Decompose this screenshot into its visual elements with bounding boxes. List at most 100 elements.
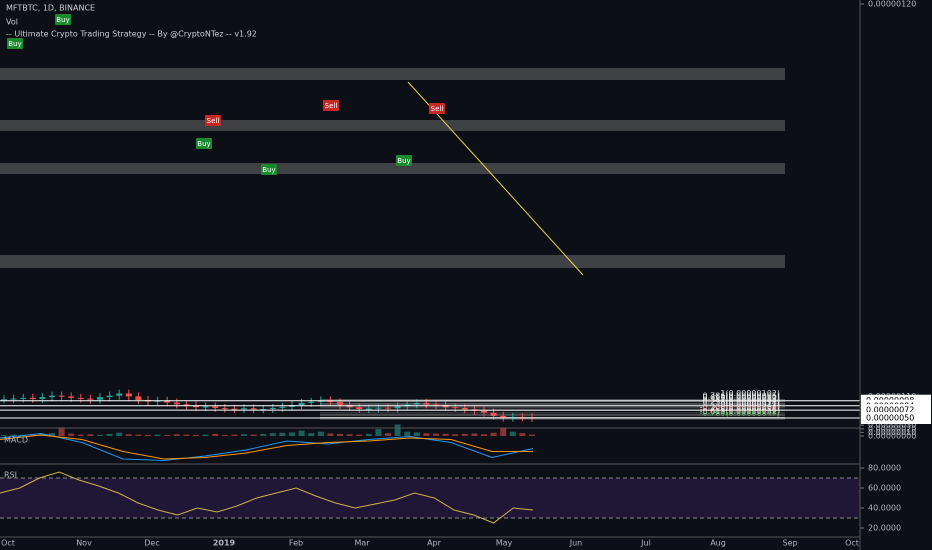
volume-bar [221, 434, 228, 436]
volume-bar [519, 433, 526, 436]
candle [337, 402, 343, 406]
volume-bar [394, 424, 401, 436]
volume-bar [298, 430, 305, 436]
candle [385, 407, 391, 409]
volume-bar [87, 434, 94, 436]
volume-bar [68, 433, 75, 436]
symbol: MFTBTC, 1D, BINANCE [6, 4, 95, 13]
x-tick-label: Dec [144, 539, 159, 548]
volume-bar [423, 433, 430, 436]
volume-bar [500, 427, 507, 436]
volume-bar [10, 434, 17, 436]
signal-label: Sell [325, 102, 338, 110]
x-tick-label: Jul [640, 539, 651, 548]
price-marker-label: 0.00000050 [866, 414, 914, 423]
x-tick-label: Sep [782, 539, 797, 548]
signal-box [323, 100, 339, 111]
candle [490, 412, 497, 416]
x-tick-label: Apr [427, 539, 442, 548]
signal-label: Sell [207, 117, 220, 125]
volume-bar [173, 434, 180, 436]
candle [375, 407, 382, 409]
signal-label: Buy [197, 140, 210, 148]
volume-bar [269, 433, 276, 436]
y-tick-label: 0.00000030 [868, 421, 916, 430]
fib-label: -0.618(0.00000052) [700, 407, 780, 416]
volume-bar [337, 433, 343, 436]
volume-bar [289, 432, 295, 436]
fib-label: 0.618(0.00000090) [703, 393, 781, 402]
candle [413, 402, 420, 405]
volume-bar [356, 434, 363, 436]
volume-bar [97, 434, 103, 436]
volume-bar [308, 433, 315, 436]
signal-box [429, 103, 445, 114]
rsi-band [0, 478, 860, 518]
candle [87, 398, 94, 400]
macd-label: MACD [4, 436, 28, 445]
volume-bar [125, 434, 132, 436]
fib-label: -0.382(0.00000059) [700, 404, 780, 413]
signal-label: Buy [397, 157, 410, 165]
candle [125, 393, 132, 397]
volume-bar [202, 434, 209, 436]
volume-bar [481, 434, 487, 436]
candle [250, 408, 257, 410]
candle [135, 396, 142, 400]
candle [106, 395, 113, 398]
volume-bar [183, 434, 190, 436]
candle [202, 406, 209, 408]
signal-box [261, 164, 277, 175]
volume-bar [260, 433, 267, 436]
volume-bar [529, 434, 535, 436]
volume-bar [29, 434, 36, 436]
candle [193, 405, 199, 408]
zone [0, 120, 785, 131]
rsi-line [0, 471, 534, 524]
price-marker [861, 412, 931, 424]
zone [0, 68, 785, 80]
signal-label: Buy [56, 16, 69, 24]
volume-bar [490, 432, 497, 436]
macd-line [0, 432, 534, 462]
fib-label: 0.382(0.00000083) [703, 396, 781, 405]
fib-label: 0.5(0.00000087) [713, 394, 780, 403]
y-tick-label: 0.00000020 [868, 424, 916, 433]
volume-bar [375, 429, 382, 436]
volume-bar [509, 431, 516, 436]
signal-box [396, 155, 412, 166]
volume-bar [471, 433, 478, 436]
candle [519, 416, 526, 418]
volume-bar [461, 433, 468, 436]
volume-bar [452, 434, 459, 436]
volume-bar [413, 432, 420, 436]
x-tick-label: Aug [710, 539, 726, 548]
volume-bar [317, 431, 324, 436]
fib-label: -0.236(0.00000064) [700, 402, 780, 411]
x-tick-label: May [496, 539, 513, 548]
candle [77, 397, 84, 399]
volume-bar [327, 433, 334, 436]
candle [164, 400, 171, 403]
macd-line [0, 434, 533, 460]
candle [116, 393, 123, 396]
candle [97, 397, 103, 400]
volume-bar [250, 434, 257, 436]
rsi-tick-label: 20.0000 [868, 524, 901, 533]
candle [39, 397, 46, 399]
signal-box [55, 14, 71, 25]
candle [500, 415, 507, 418]
candle [1, 399, 7, 401]
fib-label: 0(0.00000071) [720, 400, 780, 409]
volume-bar [404, 431, 411, 436]
rsi-tick-label: 60.0000 [868, 484, 901, 493]
price-marker-label: 0.00000072 [866, 406, 914, 415]
candle [260, 409, 267, 410]
volume-bar [135, 434, 142, 436]
volume-bar [77, 434, 84, 436]
volume-bar [385, 433, 391, 436]
fib-label: -0.786(0.00000047) [700, 409, 780, 418]
fib-label: 0.236(0.00000078) [703, 397, 781, 406]
x-tick-label: Feb [289, 539, 303, 548]
